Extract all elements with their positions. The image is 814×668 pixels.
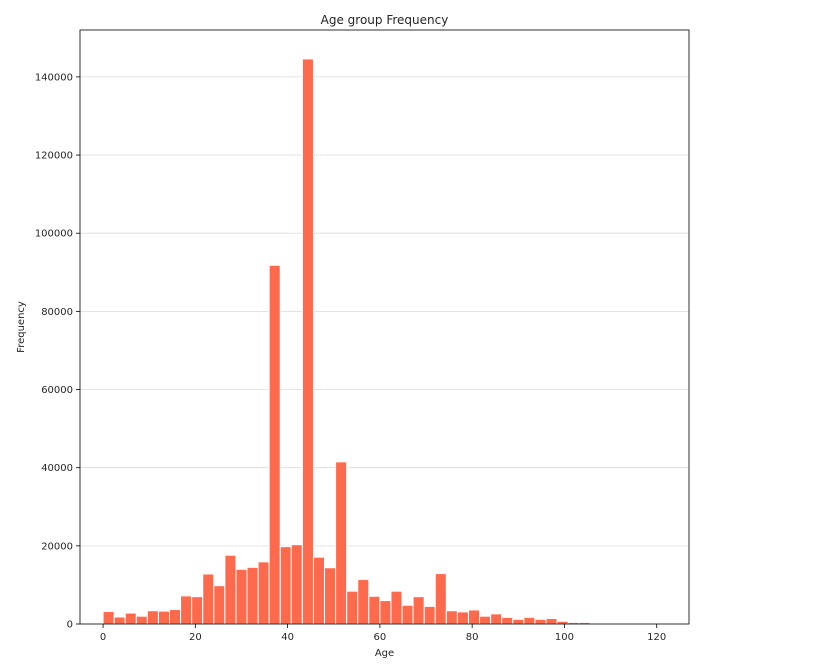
x-axis-label: Age <box>375 648 394 659</box>
histogram-bar <box>545 618 558 625</box>
histogram-bar <box>368 595 381 625</box>
histogram-bar <box>479 615 492 625</box>
y-tick-label: 20000 <box>41 541 73 552</box>
x-tick-label: 80 <box>466 632 479 643</box>
histogram-bar <box>456 611 469 625</box>
histogram-bar <box>523 616 536 625</box>
x-tick-label: 0 <box>100 632 106 643</box>
y-tick-label: 140000 <box>35 72 73 83</box>
gridlines <box>80 76 689 547</box>
y-tick-label: 40000 <box>41 463 73 474</box>
histogram-bar <box>124 612 137 625</box>
histogram-bar <box>346 590 359 625</box>
x-tick-label: 120 <box>647 632 666 643</box>
histogram-bar <box>235 568 248 625</box>
histogram-bar <box>191 596 204 625</box>
y-tick-label: 0 <box>67 620 73 631</box>
x-tick-label: 100 <box>555 632 574 643</box>
histogram-bar <box>324 567 337 625</box>
histogram-bar <box>279 546 292 625</box>
histogram-bar <box>224 554 237 625</box>
y-tick-label: 100000 <box>35 229 73 240</box>
x-tick-label: 40 <box>281 632 294 643</box>
histogram-bar <box>434 573 447 625</box>
histogram-bar <box>423 605 436 625</box>
histogram-bar <box>467 609 481 625</box>
y-tick-label: 60000 <box>41 385 73 396</box>
histogram-bar <box>268 264 281 625</box>
histogram-bar <box>301 58 314 625</box>
histogram-bar <box>379 600 392 625</box>
histogram-bar <box>202 573 215 625</box>
histogram-bar <box>257 561 270 625</box>
y-axis-ticks: 0 20000 40000 60000 80000 100000 120000 140000 <box>35 72 80 631</box>
histogram-bar <box>390 590 403 625</box>
histogram-bar <box>401 604 414 625</box>
histogram-bar <box>445 610 458 625</box>
histogram-bar <box>490 613 503 625</box>
histogram-bar <box>180 595 193 625</box>
histogram-bar <box>335 461 348 625</box>
histogram-bar <box>290 544 303 625</box>
histogram-bar <box>102 610 115 625</box>
chart-title: Age group Frequency <box>321 13 449 27</box>
histogram-bar <box>312 556 326 625</box>
y-axis-label: Frequency <box>16 301 27 353</box>
histogram-bar <box>135 615 148 625</box>
bars <box>102 58 669 625</box>
histogram-bar <box>534 618 547 625</box>
histogram-bar <box>246 566 259 625</box>
histogram-bar <box>213 585 226 625</box>
x-axis-ticks: 0 20 40 60 80 100 120 <box>100 624 666 643</box>
histogram-bar <box>169 609 182 625</box>
y-tick-label: 120000 <box>35 151 73 162</box>
y-tick-label: 80000 <box>41 307 73 318</box>
histogram-bar <box>113 616 126 625</box>
histogram-bar <box>501 616 514 625</box>
histogram-bar <box>556 620 569 625</box>
histogram-bar <box>146 610 159 625</box>
histogram-bar <box>357 578 370 625</box>
x-tick-label: 20 <box>189 632 202 643</box>
histogram-bar <box>412 596 425 625</box>
histogram-bar <box>512 618 525 625</box>
plot-frame <box>79 29 690 625</box>
x-tick-label: 60 <box>374 632 387 643</box>
histogram-bar <box>157 610 171 625</box>
